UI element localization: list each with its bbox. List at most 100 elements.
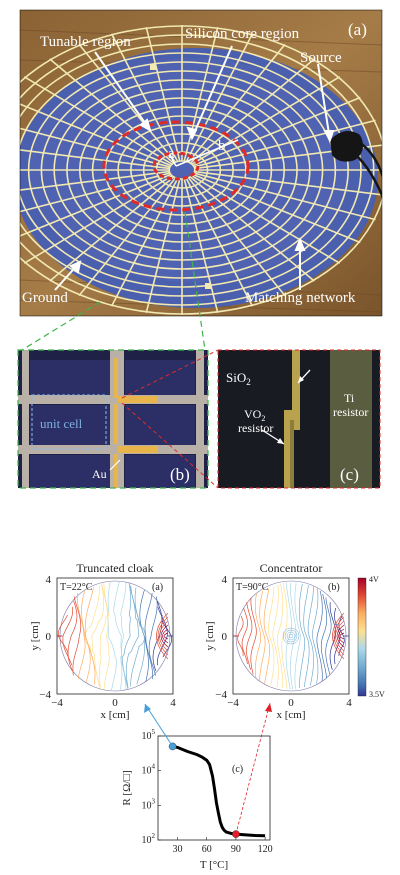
mesh-spoke (20, 149, 170, 170)
source-contour (335, 620, 345, 652)
equipotential-line (268, 586, 275, 686)
contour-left-xtick-0: −4 (51, 697, 63, 709)
rt-ytick-label: 104 (142, 763, 156, 777)
rt-plot-frame (157, 735, 271, 841)
boundary-a (152, 151, 200, 181)
contour-right-xtick-0: −4 (227, 697, 239, 709)
contour-right-xtick-1: 0 (288, 697, 294, 709)
contour-left-title: Truncated cloak (76, 561, 153, 575)
callout-ground: Ground (22, 290, 68, 306)
contour-left-xlabel: x [cm] (100, 709, 129, 721)
contour-right-ticks: −4 0 4 4 0 −4 (215, 574, 352, 709)
mesh-spoke (187, 177, 286, 297)
equipotential-line (241, 607, 248, 665)
equipotential-line (77, 592, 86, 680)
mesh-spoke (20, 170, 170, 191)
equipotential-line (294, 583, 301, 689)
mesh-spoke (110, 178, 179, 307)
equipotential-line (62, 606, 74, 666)
equipotential-line (250, 597, 257, 675)
callout-silicon-core: Silicon core region (185, 26, 300, 42)
source-contour (157, 616, 169, 656)
equipotential-line (121, 583, 132, 689)
sio2-label: SiO2 (226, 370, 251, 387)
mesh-spoke (189, 58, 315, 164)
callout-tunable-region: Tunable region (40, 34, 131, 50)
contour-right-ytick-2: −4 (215, 689, 227, 701)
equipotential-line (290, 582, 297, 690)
core-contour (288, 633, 294, 639)
connector-red-head (265, 703, 272, 712)
contour-right-ytick-1: 0 (222, 631, 228, 643)
equipotential-line (84, 585, 100, 687)
equipotential-line (84, 587, 96, 685)
source-contour (159, 620, 169, 652)
mesh-spoke (23, 175, 173, 264)
source-contour (336, 624, 345, 648)
mesh-spoke (20, 173, 172, 237)
equipotential-line (263, 588, 270, 684)
boundary-b (102, 120, 250, 212)
contour-left-ytick-0: 4 (46, 574, 52, 586)
equipotential-line (276, 583, 284, 689)
mesh-spoke (183, 27, 219, 162)
equipotential-line (99, 583, 108, 689)
mesh-spoke (20, 172, 171, 213)
equipotential-line (148, 596, 158, 676)
source-contour (338, 628, 345, 644)
mesh-spoke (20, 127, 171, 168)
equipotential-line (125, 584, 140, 688)
photo-panel-c (218, 350, 380, 488)
rt-ytick-label: 102 (142, 832, 156, 846)
panel-label-c: (c) (340, 465, 359, 484)
contour-left-ylabel: y [cm] (29, 621, 41, 650)
zoom-guide-b (21, 211, 206, 351)
source-contour (333, 616, 345, 656)
photo-panel-a (20, 10, 382, 316)
mesh-spoke (193, 119, 376, 168)
rt-ylabel: R [Ω/□] (121, 770, 133, 805)
colorbar (357, 577, 367, 697)
contour-right-xlabel: x [cm] (276, 709, 305, 721)
contour-left-xtick-2: 4 (170, 697, 176, 709)
source-contour (332, 612, 345, 660)
source-contour (163, 632, 169, 640)
equipotential-line (298, 583, 306, 689)
equipotential-line (107, 582, 117, 690)
equipotential-line (285, 582, 292, 690)
mesh-spoke (145, 27, 181, 162)
mesh-spoke (23, 76, 173, 165)
callout-source: Source (300, 50, 342, 66)
rt-ytick-label: 105 (142, 728, 156, 742)
contour-right-title: Concentrator (260, 561, 323, 575)
radius-b-label: b (218, 138, 226, 154)
equipotential-line (120, 582, 127, 690)
photo-panel-b (18, 350, 208, 488)
callout-matching-network: Matching network (245, 290, 356, 306)
rt-ytick-label: 103 (142, 797, 156, 811)
mesh-spoke (78, 177, 177, 297)
connector-blue (144, 703, 174, 747)
contour-right-ytick-0: 4 (222, 574, 228, 586)
unit-cell-label: unit cell (40, 416, 83, 431)
rt-marker-1 (232, 830, 240, 838)
equipotential-line (259, 590, 266, 682)
core-contour (282, 627, 300, 645)
rt-marker-0 (168, 742, 177, 751)
radius-a-label: a (168, 146, 175, 162)
equipotential-line (312, 588, 319, 684)
equipotential-line (320, 593, 328, 679)
mesh-spoke (183, 178, 219, 313)
equipotential-line (134, 587, 145, 685)
rt-curve (172, 744, 266, 838)
mesh-spoke (78, 43, 177, 163)
mesh-spoke (187, 43, 286, 163)
equipotential-line (81, 589, 91, 683)
panel-label-a: (a) (348, 20, 367, 39)
mesh-spoke (185, 178, 254, 307)
source-connector (330, 131, 382, 199)
equipotential-line (72, 596, 82, 676)
mesh-spoke (20, 103, 172, 167)
mesh-spoke (191, 175, 341, 264)
